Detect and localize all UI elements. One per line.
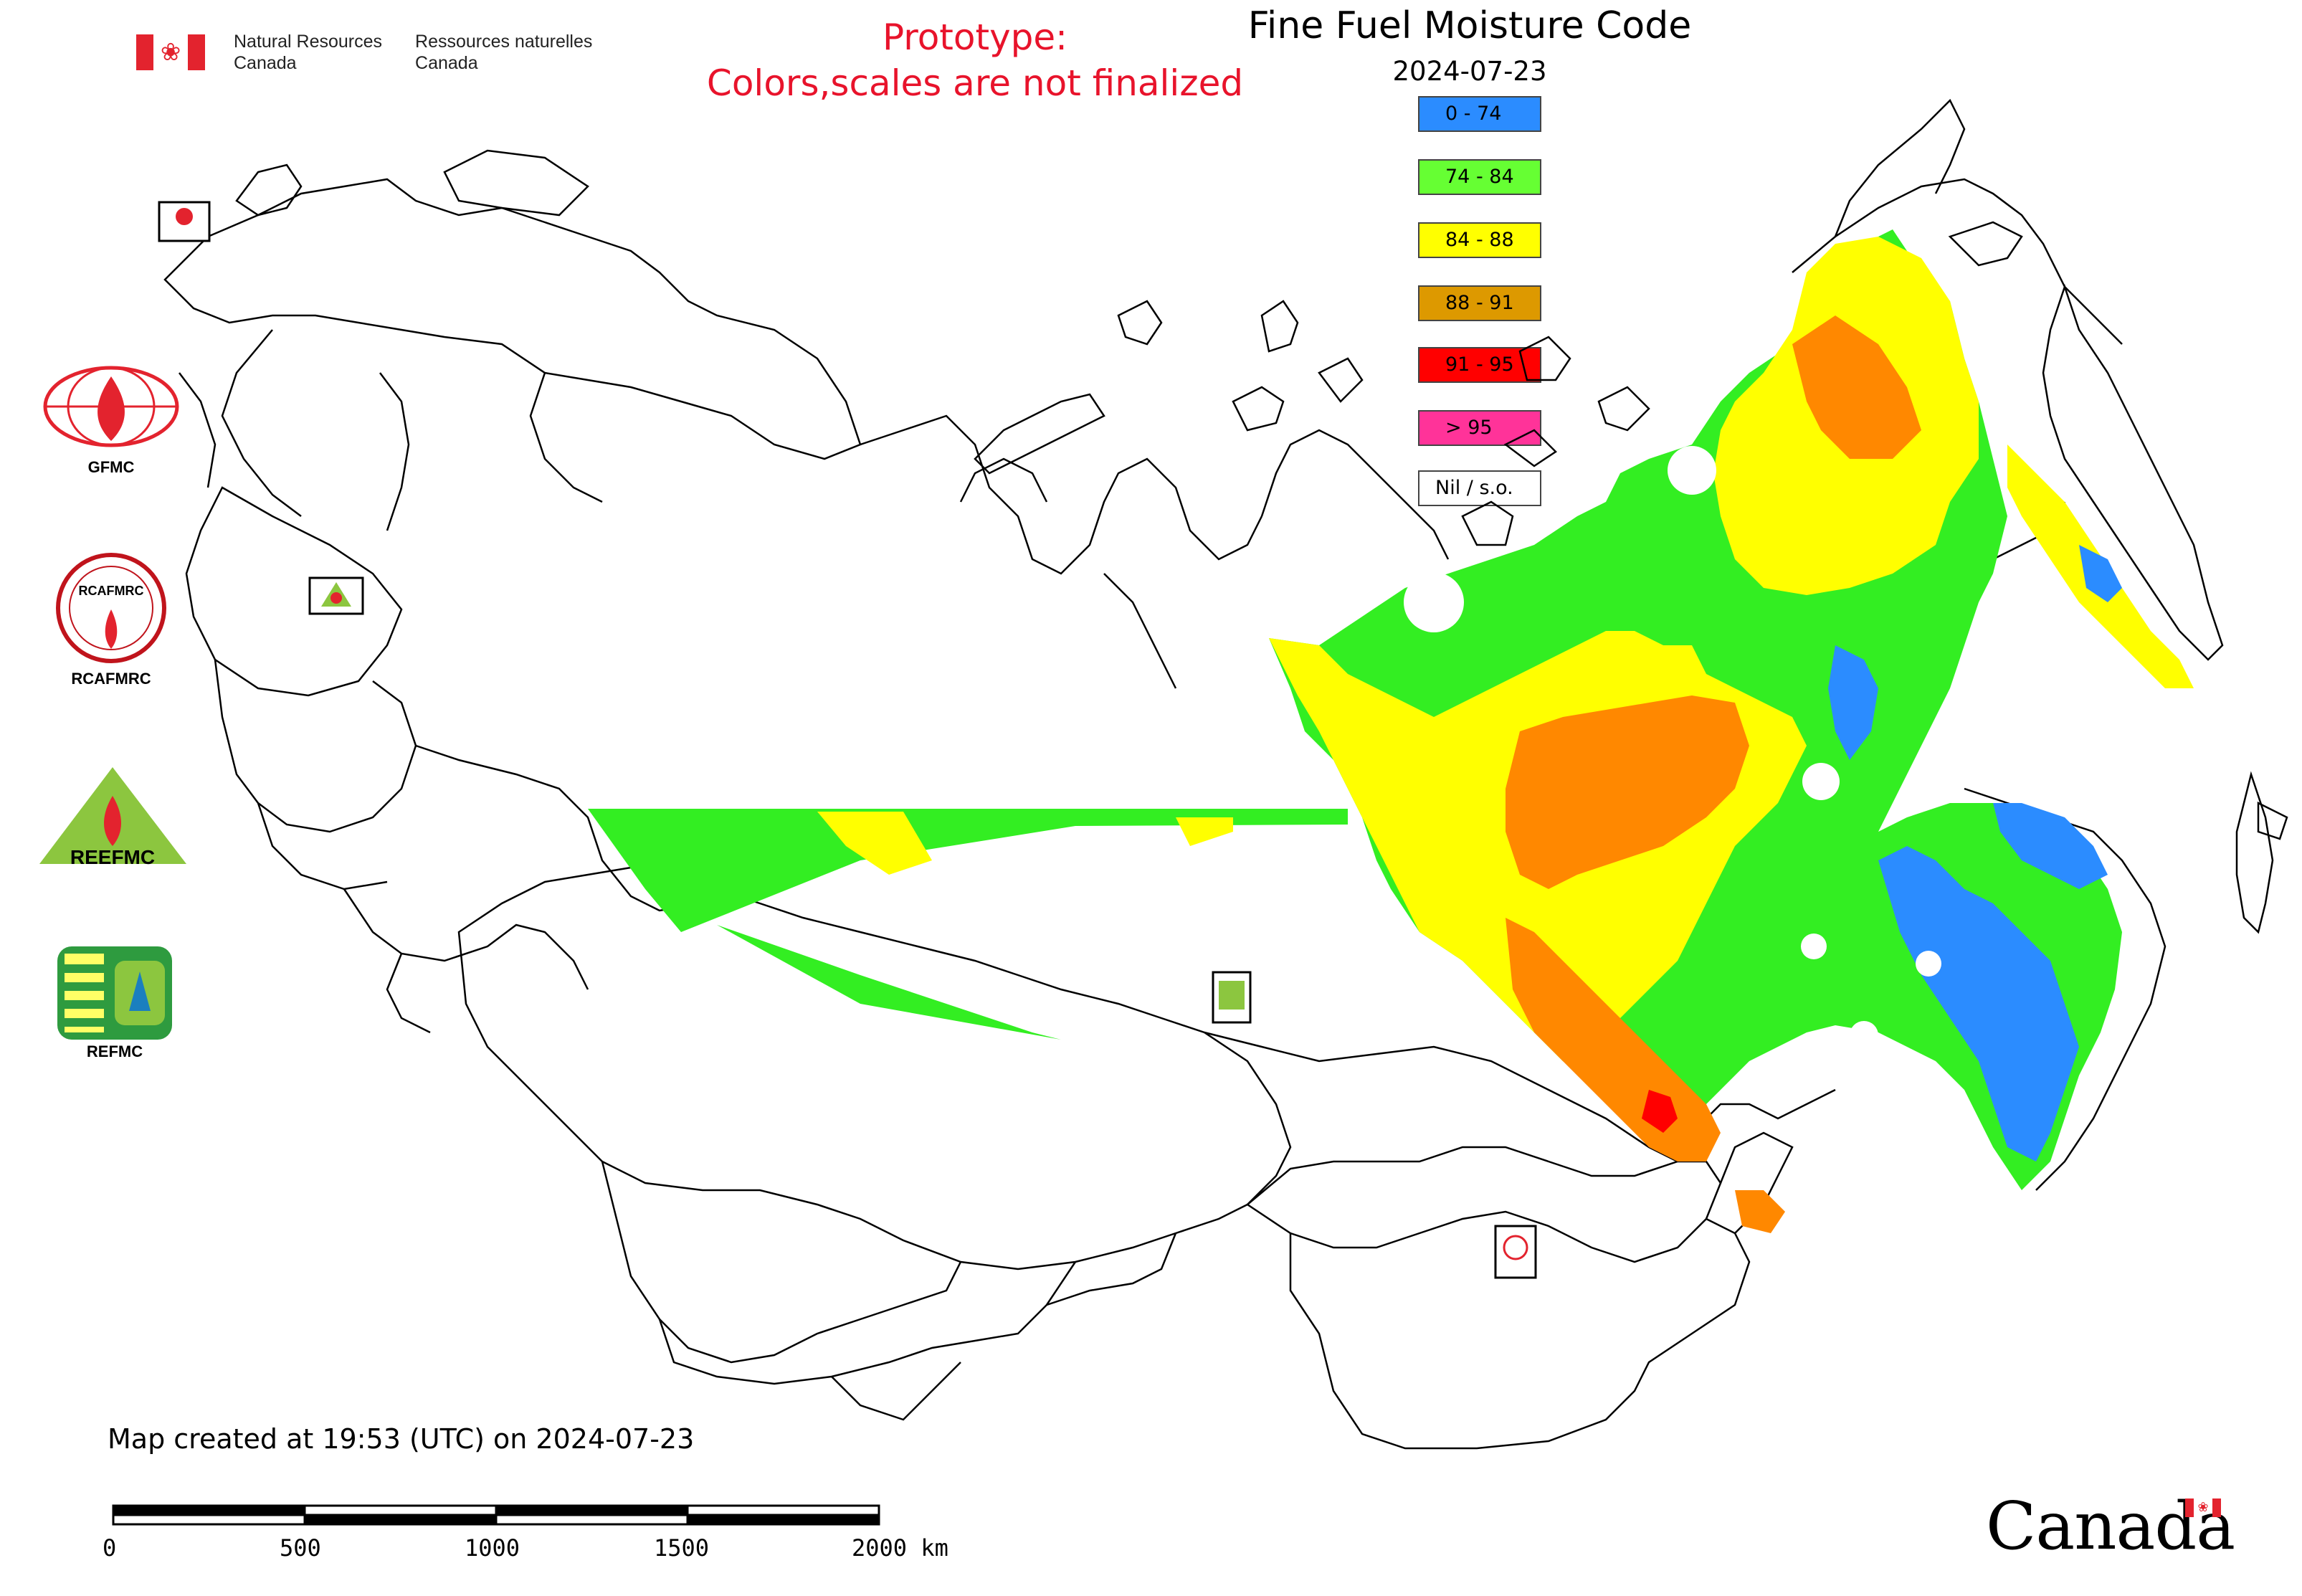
refmc-label: REFMC <box>86 1042 143 1060</box>
legend-item-2: 84 - 88 <box>1418 222 1541 258</box>
reefmc-label: REEFMC <box>70 846 155 868</box>
legend-item-6: Nil / s.o. <box>1418 470 1541 506</box>
scale-label-1000: 1000 <box>465 1534 520 1562</box>
department-name-fr: Ressources naturelles Canada <box>415 32 593 73</box>
station-rcafmrc-icon[interactable] <box>1494 1225 1537 1279</box>
gfmc-logo: GFMC <box>39 362 183 477</box>
prototype-notice: Prototype: Colors,scales are not finaliz… <box>706 16 1244 104</box>
map-created-note: Map created at 19:53 (UTC) on 2024-07-23 <box>108 1423 695 1455</box>
scale-label-2000: 2000 km <box>852 1534 948 1562</box>
country-borders <box>163 98 2288 1450</box>
map-date: 2024-07-23 <box>1392 56 1547 87</box>
rcafmrc-logo: RCAFMRC RCAFMRC <box>39 552 183 688</box>
canada-wordmark-flag-icon: ❀ <box>2185 1498 2221 1517</box>
gfmc-label: GFMC <box>87 458 135 476</box>
scale-label-0: 0 <box>103 1534 117 1562</box>
scale-label-1500: 1500 <box>654 1534 710 1562</box>
legend-item-1: 74 - 84 <box>1418 159 1541 195</box>
legend-item-3: 88 - 91 <box>1418 285 1541 321</box>
canada-wordmark: Canada <box>1986 1488 2235 1564</box>
government-signature: ❀ Natural Resources Canada Ressources na… <box>136 27 625 77</box>
refmc-logo: REFMC <box>57 946 186 1061</box>
department-name-en: Natural Resources Canada <box>234 32 383 73</box>
rcafmrc-label: RCAFMRC <box>71 670 151 688</box>
legend-item-0: 0 - 74 <box>1418 96 1541 132</box>
scale-label-500: 500 <box>280 1534 321 1562</box>
svg-text:RCAFMRC: RCAFMRC <box>79 584 144 598</box>
canada-flag-icon: ❀ <box>136 34 205 70</box>
map-title: Fine Fuel Moisture Code <box>1247 4 1692 47</box>
legend-item-5: > 95 <box>1418 410 1541 446</box>
ffmc-data-layer <box>588 229 2194 1233</box>
reefmc-logo: REEFMC <box>36 764 190 874</box>
